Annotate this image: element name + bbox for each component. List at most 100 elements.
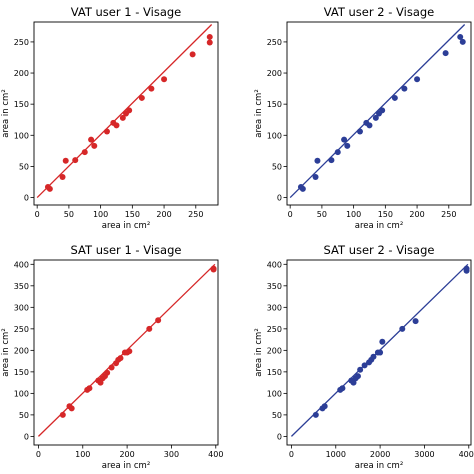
x-tick-label: 250 xyxy=(441,210,456,219)
y-tick-label: 150 xyxy=(267,368,282,377)
y-tick-label: 250 xyxy=(14,325,29,334)
plot-frame xyxy=(286,21,472,206)
data-point xyxy=(370,353,377,360)
x-tick-label: 50 xyxy=(64,210,74,219)
data-point xyxy=(119,114,126,121)
data-point xyxy=(148,85,155,92)
data-point xyxy=(126,348,133,355)
data-point xyxy=(86,385,93,392)
x-tick-label: 100 xyxy=(75,450,90,459)
data-point xyxy=(59,173,66,180)
data-point xyxy=(312,411,319,418)
data-point xyxy=(113,122,120,129)
data-point xyxy=(341,136,348,143)
chart-panel-2: VAT user 2 - Visage 0 50 100 150 200 250 0 50 100… xyxy=(254,5,472,231)
data-point xyxy=(314,157,321,164)
x-tick-label: 3000 xyxy=(414,450,434,459)
x-tick-label: 250 xyxy=(188,210,203,219)
y-tick-label: 300 xyxy=(267,303,282,312)
data-point xyxy=(126,107,133,114)
x-tick-label: 100 xyxy=(93,210,108,219)
data-point xyxy=(459,38,466,45)
data-point xyxy=(68,405,75,412)
data-point xyxy=(334,149,341,156)
y-tick-label: 0 xyxy=(24,432,29,441)
data-point xyxy=(366,122,373,129)
data-point xyxy=(117,355,124,362)
data-point xyxy=(361,362,368,369)
chart-title: SAT user 2 - Visage xyxy=(324,243,435,257)
data-point xyxy=(46,185,53,192)
y-axis-label: area in cm² xyxy=(254,89,264,137)
y-tick-label: 150 xyxy=(14,368,29,377)
y-tick-label: 200 xyxy=(267,69,282,78)
data-point xyxy=(401,85,408,92)
y-axis-label: area in cm² xyxy=(1,328,11,376)
data-point xyxy=(138,94,145,101)
x-tick-label: 1000 xyxy=(326,450,346,459)
data-point xyxy=(344,142,351,149)
x-tick-label: 0 xyxy=(289,450,294,459)
y-tick-label: 400 xyxy=(267,260,282,269)
data-point xyxy=(299,185,306,192)
y-tick-label: 0 xyxy=(277,432,282,441)
y-tick-label: 100 xyxy=(267,389,282,398)
y-tick-label: 200 xyxy=(14,69,29,78)
x-tick-label: 0 xyxy=(288,210,293,219)
chart-panel-3: SAT user 1 - Visage 0 100 200 300 400 0 50 100 15… xyxy=(1,243,223,471)
y-tick-label: 150 xyxy=(267,100,282,109)
data-point xyxy=(88,136,95,143)
data-point xyxy=(391,94,398,101)
plot-frame xyxy=(286,259,472,446)
y-tick-label: 200 xyxy=(14,346,29,355)
data-point xyxy=(328,157,335,164)
data-point xyxy=(108,364,115,371)
x-axis-label: area in cm² xyxy=(102,221,150,231)
x-tick-label: 300 xyxy=(164,450,179,459)
data-point xyxy=(414,76,421,83)
chart-title: SAT user 1 - Visage xyxy=(71,243,182,257)
y-tick-label: 300 xyxy=(14,303,29,312)
y-tick-label: 150 xyxy=(14,100,29,109)
y-axis-label: area in cm² xyxy=(1,89,11,137)
x-axis-label: area in cm² xyxy=(355,221,403,231)
x-tick-label: 100 xyxy=(346,210,361,219)
y-tick-label: 0 xyxy=(24,194,29,203)
y-tick-label: 100 xyxy=(267,131,282,140)
data-point xyxy=(354,373,361,380)
data-point xyxy=(155,317,162,324)
data-point xyxy=(379,338,386,345)
data-point xyxy=(457,33,464,40)
data-point xyxy=(161,76,168,83)
data-point xyxy=(206,39,213,46)
y-axis-label: area in cm² xyxy=(254,328,264,376)
x-tick-label: 150 xyxy=(125,210,140,219)
y-tick-label: 250 xyxy=(267,38,282,47)
plot-frame xyxy=(33,259,219,446)
y-tick-label: 50 xyxy=(19,162,29,171)
x-tick-label: 0 xyxy=(36,450,41,459)
x-tick-label: 200 xyxy=(119,450,134,459)
x-tick-label: 2000 xyxy=(370,450,390,459)
y-tick-label: 50 xyxy=(272,411,282,420)
y-tick-label: 100 xyxy=(14,389,29,398)
y-tick-label: 250 xyxy=(267,325,282,334)
data-point xyxy=(357,366,364,373)
chart-panel-1: VAT user 1 - Visage 0 50 100 150 200 250 0 50 100… xyxy=(1,5,219,231)
data-point xyxy=(379,107,386,114)
y-tick-label: 50 xyxy=(19,411,29,420)
data-point xyxy=(463,265,470,272)
y-tick-label: 50 xyxy=(272,162,282,171)
y-tick-label: 200 xyxy=(267,346,282,355)
x-axis-label: area in cm² xyxy=(355,461,403,471)
x-tick-label: 0 xyxy=(35,210,40,219)
data-point xyxy=(442,50,449,57)
data-point xyxy=(72,157,79,164)
chart-title: VAT user 2 - Visage xyxy=(324,5,435,19)
data-point xyxy=(321,403,328,410)
y-tick-label: 250 xyxy=(14,38,29,47)
data-point xyxy=(399,325,406,332)
data-point xyxy=(412,318,419,325)
